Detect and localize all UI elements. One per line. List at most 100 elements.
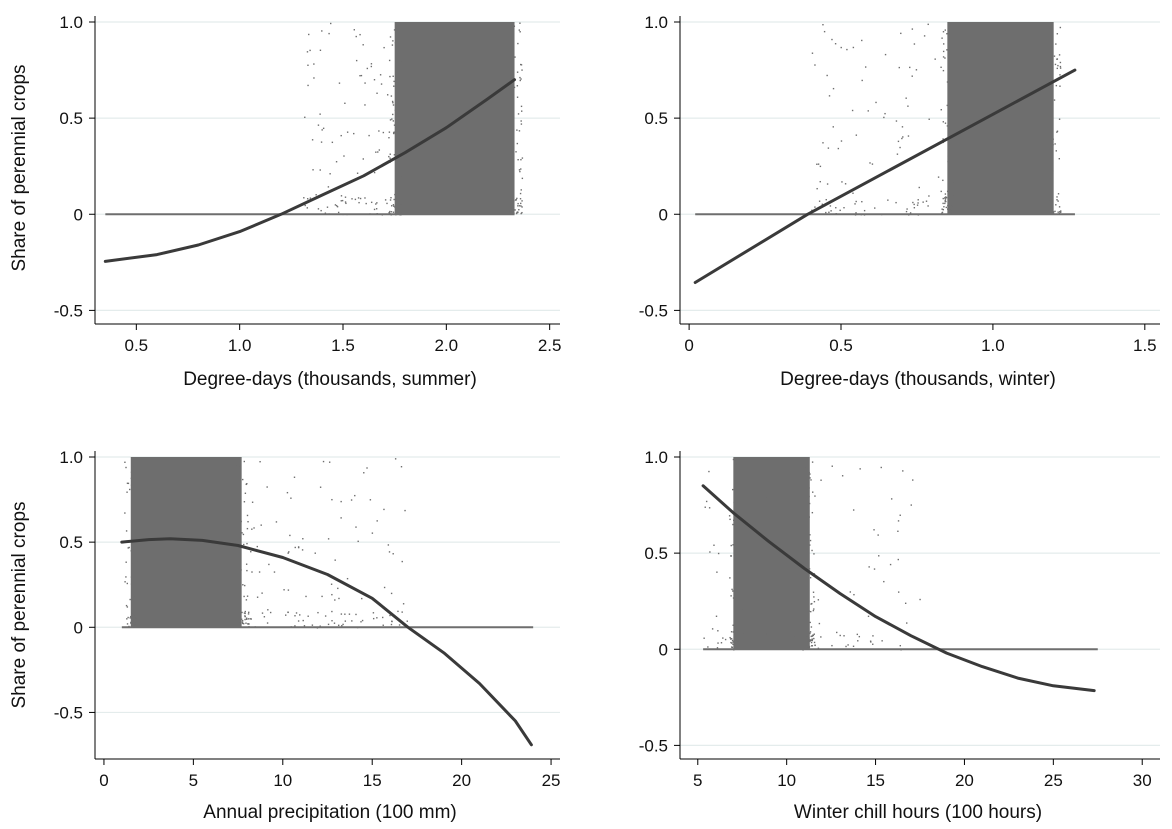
- scatter-point: [518, 169, 521, 171]
- scatter-point: [951, 195, 953, 198]
- y-tick-label: 1.0: [644, 13, 668, 32]
- scatter-point: [733, 501, 735, 504]
- scatter-point: [940, 190, 942, 193]
- scatter-point: [311, 624, 314, 626]
- scatter-point: [732, 597, 735, 599]
- scatter-point: [841, 181, 843, 183]
- scatter-point: [952, 101, 954, 103]
- scatter-point: [518, 209, 520, 211]
- tick-labels: -0.5 0 0.5 1.0 0 0.5 1.0 1.5: [639, 13, 1157, 355]
- scatter-point: [949, 209, 952, 212]
- scatter-point: [130, 576, 133, 578]
- scatter-point: [902, 136, 904, 138]
- scatter-point: [297, 546, 300, 548]
- scatter-point: [863, 214, 866, 216]
- scatter-point: [732, 643, 734, 646]
- scatter-point: [883, 580, 885, 583]
- scatter-point: [398, 79, 400, 81]
- scatter-point: [297, 620, 300, 622]
- scatter-point: [316, 627, 319, 629]
- scatter-point: [512, 170, 514, 173]
- scatter-point: [1051, 73, 1053, 75]
- scatter-point: [517, 202, 519, 205]
- x-tick-label: 0: [99, 771, 108, 790]
- scatter-point: [899, 514, 901, 516]
- scatter-point: [951, 205, 953, 207]
- scatter-point: [392, 211, 395, 213]
- scatter-point: [334, 599, 336, 601]
- scatter-point: [1049, 211, 1051, 213]
- scatter-point: [356, 626, 359, 629]
- scatter-point: [820, 479, 822, 481]
- scatter-point: [287, 589, 290, 591]
- scatter-point: [912, 201, 914, 204]
- panel-annual-precipitation: -0.5 0 0.5 1.0 0 5 10 15 20 25 Annual precipitati…: [9, 448, 561, 823]
- scatter-point: [518, 29, 521, 31]
- scatter-point: [350, 499, 353, 501]
- scatter-point: [943, 206, 945, 208]
- scatter-point: [717, 552, 720, 555]
- scatter-point: [124, 461, 126, 463]
- scatter-point: [1050, 212, 1052, 215]
- scatter-point: [305, 595, 307, 598]
- scatter-point: [944, 122, 947, 124]
- scatter-point: [925, 200, 928, 202]
- scatter-point: [246, 595, 249, 597]
- scatter-point: [519, 63, 522, 66]
- scatter-point: [324, 615, 327, 617]
- scatter-point: [835, 207, 837, 209]
- scatter-point: [507, 149, 510, 151]
- scatter-point: [1051, 54, 1053, 57]
- scatter-point: [397, 71, 400, 74]
- scatter-point: [911, 75, 913, 77]
- scatter-point: [131, 599, 133, 601]
- scatter-point: [813, 600, 816, 603]
- scatter-point: [388, 155, 390, 158]
- scatter-point: [793, 635, 795, 637]
- scatter-point: [304, 204, 306, 207]
- scatter-point: [251, 501, 254, 503]
- scatter-point: [849, 591, 852, 593]
- scatter-point: [319, 113, 321, 115]
- scatter-point: [302, 619, 304, 622]
- scatter-point: [242, 623, 245, 625]
- scatter-point: [1048, 197, 1050, 199]
- scatter-point: [136, 611, 138, 614]
- scatter-point: [519, 76, 521, 79]
- scatter-point: [813, 553, 815, 555]
- scatter-point: [335, 205, 338, 207]
- scatter-point: [322, 127, 325, 130]
- scatter-point: [1058, 212, 1061, 215]
- scatter-point: [512, 167, 514, 169]
- scatter-point: [852, 645, 855, 647]
- scatter-point: [736, 590, 738, 593]
- scatter-point: [1051, 211, 1053, 214]
- scatter-point: [950, 172, 952, 175]
- scatter-point: [393, 132, 395, 135]
- scatter-point: [760, 632, 763, 635]
- scatter-point: [134, 625, 136, 627]
- scatter-point: [134, 596, 136, 598]
- scatter-point: [901, 126, 904, 128]
- scatter-point: [256, 596, 259, 598]
- scatter-point: [521, 110, 523, 112]
- scatter-point: [521, 206, 523, 208]
- scatter-point: [897, 591, 900, 593]
- scatter-point: [816, 163, 818, 165]
- scatter-point: [519, 192, 522, 195]
- scatter-point: [340, 613, 343, 615]
- scatter-point: [827, 147, 830, 149]
- scatter-point: [511, 179, 513, 182]
- scatter-point: [942, 197, 944, 200]
- scatter-point: [895, 120, 898, 122]
- scatter-point: [810, 639, 812, 641]
- scatter-point: [373, 79, 376, 81]
- scatter-point: [734, 648, 736, 650]
- scatter-point: [808, 640, 810, 643]
- scatter-point: [808, 635, 810, 638]
- scatter-point: [736, 602, 739, 604]
- scatter-point: [798, 601, 801, 604]
- scatter-point: [306, 51, 309, 53]
- scatter-point: [240, 618, 243, 620]
- scatter-point: [845, 645, 847, 648]
